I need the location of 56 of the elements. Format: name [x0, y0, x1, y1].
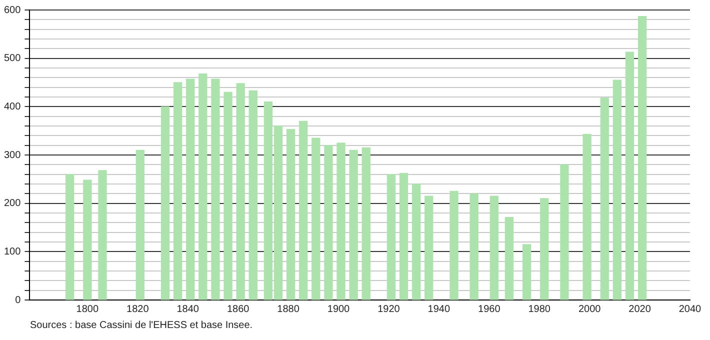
- x-tick-label: 1820: [126, 304, 150, 315]
- x-tick-label: 1880: [277, 304, 300, 315]
- bar: [582, 134, 592, 300]
- bar: [286, 129, 296, 300]
- source-note: Sources : base Cassini de l'EHESS et base Insee.: [30, 320, 253, 331]
- x-tick-label: 1980: [528, 304, 551, 315]
- bar: [349, 150, 358, 300]
- x-tick-label: 2040: [678, 304, 702, 315]
- bar: [248, 90, 258, 300]
- y-tick-label: 0: [15, 294, 22, 306]
- x-tick-label: 1840: [176, 304, 200, 315]
- bar: [470, 193, 478, 300]
- bar: [186, 78, 195, 300]
- bar: [98, 170, 107, 300]
- y-tick-label: 600: [4, 4, 22, 16]
- bar: [224, 92, 232, 300]
- bar: [490, 196, 498, 300]
- bar: [399, 173, 408, 300]
- bar: [66, 174, 74, 300]
- x-tick-label: 1920: [378, 304, 400, 315]
- bar: [638, 16, 647, 300]
- bar: [160, 106, 170, 300]
- bar: [424, 196, 434, 300]
- x-tick-label: 1860: [226, 304, 250, 315]
- bar: [504, 217, 514, 300]
- bar: [612, 80, 622, 300]
- bar: [173, 82, 182, 300]
- bar: [324, 145, 333, 300]
- bar: [336, 142, 346, 300]
- bar: [198, 73, 208, 300]
- x-tick-label: 1940: [428, 304, 450, 315]
- bar: [299, 120, 308, 300]
- y-tick-label: 200: [4, 198, 22, 210]
- bar: [625, 52, 634, 300]
- x-tick-label: 2020: [628, 304, 652, 315]
- x-tick-label: 1960: [478, 304, 501, 315]
- bar: [211, 78, 220, 300]
- bar: [386, 174, 396, 300]
- bar: [600, 98, 609, 300]
- bar: [412, 184, 421, 300]
- bar: [362, 147, 370, 300]
- bar: [540, 198, 549, 300]
- bar: [450, 190, 458, 300]
- x-tick-label: 1900: [327, 304, 350, 315]
- bar: [522, 244, 532, 300]
- y-tick-label: 500: [4, 53, 22, 64]
- y-tick-label: 300: [4, 150, 22, 161]
- y-tick-label: 400: [4, 101, 22, 112]
- x-tick-label: 2000: [578, 304, 602, 315]
- bar: [312, 138, 320, 300]
- bar: [136, 150, 144, 300]
- bar: [83, 180, 92, 300]
- y-tick-label: 100: [4, 246, 22, 258]
- bar: [560, 164, 569, 300]
- bar: [236, 83, 245, 300]
- x-tick-label: 1800: [76, 304, 99, 315]
